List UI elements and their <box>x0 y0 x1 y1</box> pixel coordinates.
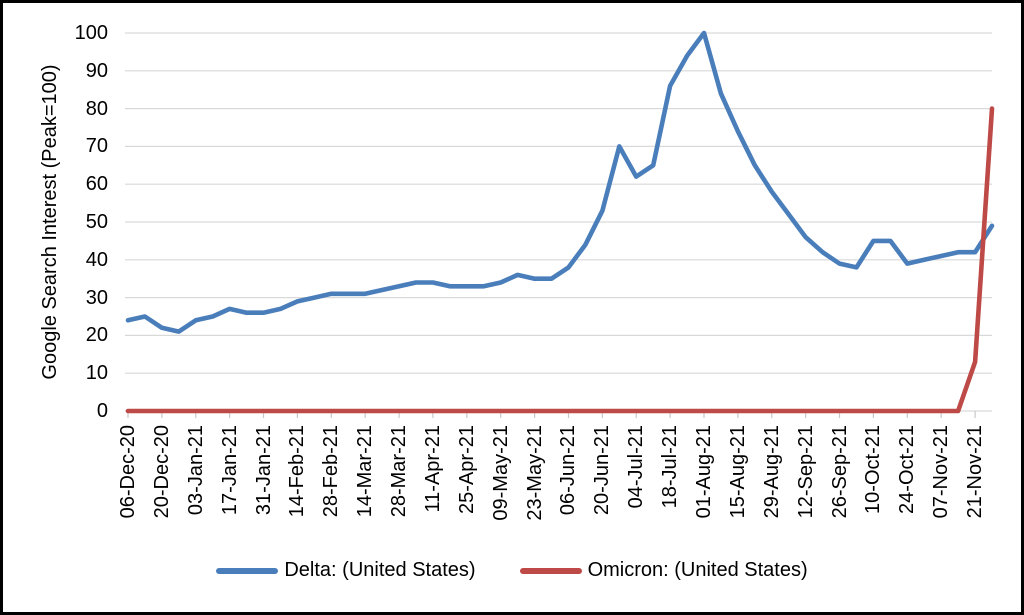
legend-item-delta: Delta: (United States) <box>216 559 476 582</box>
x-tick-label: 26-Sep-21 <box>828 425 851 519</box>
y-tick-label: 90 <box>85 59 108 82</box>
y-tick-label: 10 <box>85 362 108 385</box>
x-tick-label: 07-Nov-21 <box>930 425 953 519</box>
x-tick-label: 11-Apr-21 <box>421 425 444 513</box>
y-tick-label: 100 <box>74 22 108 44</box>
delta-line-swatch <box>216 567 279 574</box>
x-tick-label: 06-Dec-20 <box>117 425 139 519</box>
x-tick-label: 06-Jun-21 <box>557 425 580 516</box>
x-tick-label: 09-May-21 <box>489 425 512 521</box>
legend-item-omicron: Omicron: (United States) <box>519 559 808 582</box>
legend-label-omicron: Omicron: (United States) <box>587 559 808 581</box>
y-tick-label: 60 <box>85 173 108 196</box>
x-tick-label: 23-May-21 <box>523 425 546 521</box>
x-tick-label: 31-Jan-21 <box>252 425 275 516</box>
x-tick-label: 10-Oct-21 <box>862 425 885 514</box>
y-tick-label: 20 <box>85 324 108 347</box>
x-tick-label: 28-Mar-21 <box>388 425 411 518</box>
x-tick-label: 03-Jan-21 <box>184 425 207 516</box>
y-tick-label: 50 <box>85 211 108 233</box>
plot-svg <box>125 30 995 418</box>
x-tick-label: 25-Apr-21 <box>455 425 478 514</box>
x-tick-label: 04-Jul-21 <box>625 425 648 509</box>
series-line-delta <box>125 30 995 334</box>
x-tick-label: 14-Mar-21 <box>354 425 377 518</box>
legend-label-delta: Delta: (United States) <box>284 559 476 581</box>
y-tick-label: 0 <box>96 400 108 422</box>
y-tick-label: 70 <box>85 135 108 158</box>
legend: Delta: (United States) Omicron: (United … <box>3 559 1021 582</box>
x-tick-label: 17-Jan-21 <box>218 425 241 516</box>
x-tick-label: 29-Aug-21 <box>760 425 783 519</box>
x-tick-label: 18-Jul-21 <box>659 425 682 509</box>
x-tick-label: 28-Feb-21 <box>320 425 343 518</box>
y-tick-label: 40 <box>85 248 108 271</box>
series-line-omicron <box>125 106 995 414</box>
x-tick-label: 14-Feb-21 <box>286 425 309 518</box>
x-tick-label: 24-Oct-21 <box>896 425 919 514</box>
x-tick-label: 21-Nov-21 <box>964 425 987 519</box>
x-tick-label: 20-Jun-21 <box>591 425 614 516</box>
x-tick-label: 12-Sep-21 <box>794 425 817 519</box>
omicron-line-swatch <box>519 567 582 574</box>
x-tick-label: 01-Aug-21 <box>693 425 715 519</box>
y-tick-label: 80 <box>85 97 108 120</box>
x-tick-label: 20-Dec-20 <box>150 425 173 519</box>
x-tick-label: 15-Aug-21 <box>726 425 749 519</box>
y-tick-label: 30 <box>85 286 108 309</box>
